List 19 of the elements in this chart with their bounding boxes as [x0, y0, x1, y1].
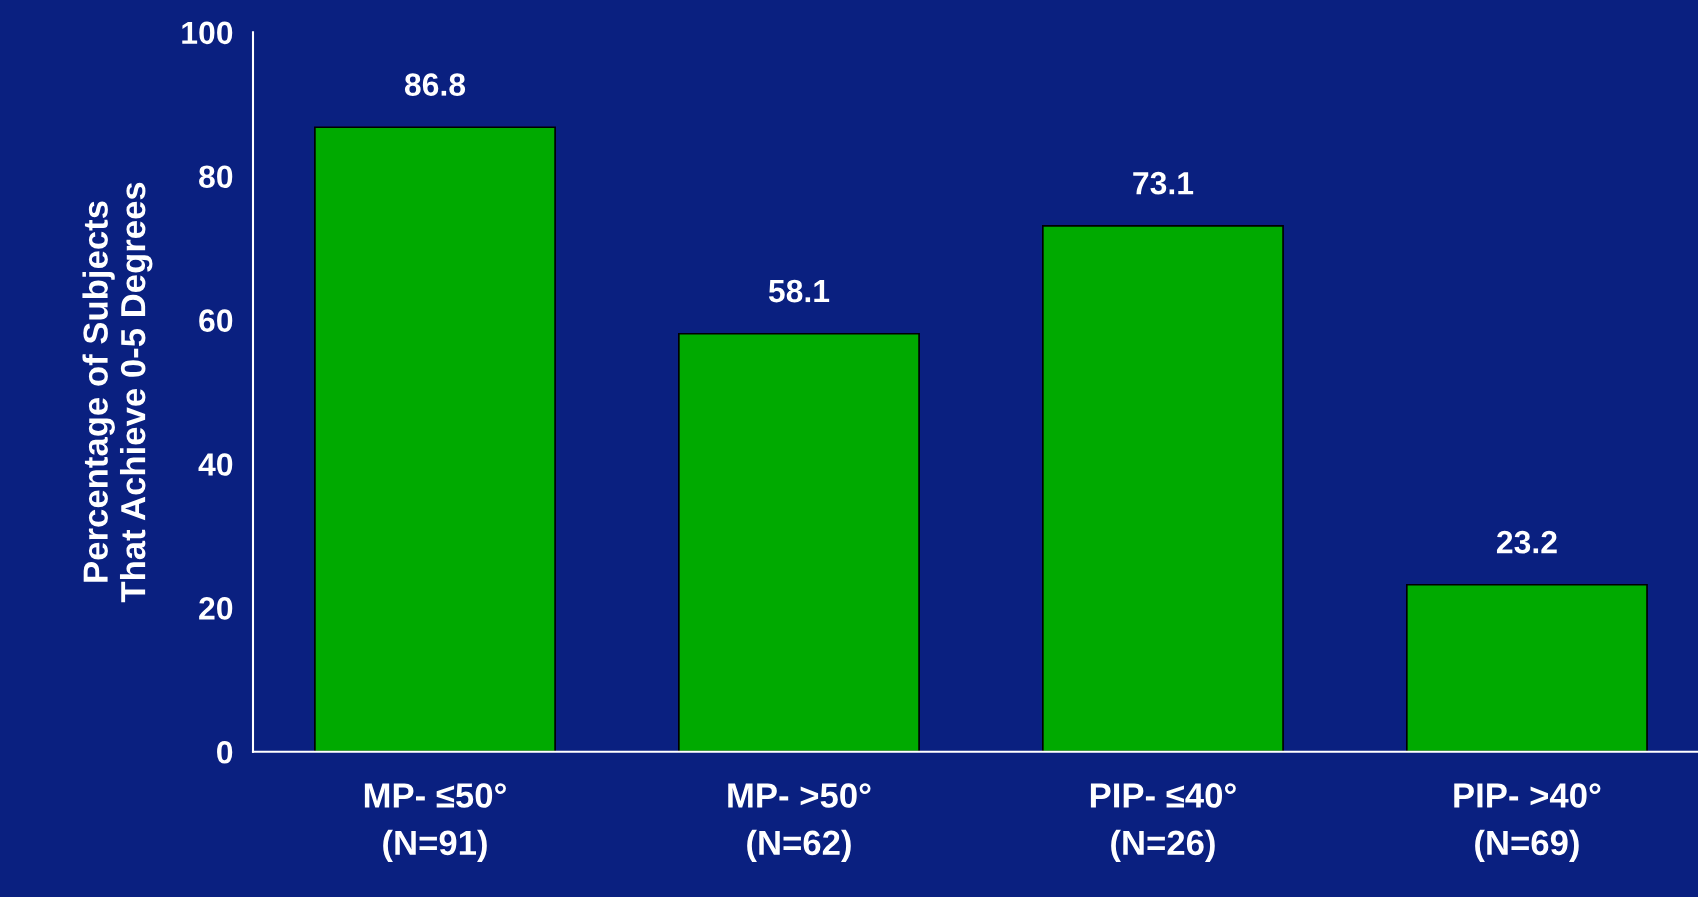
x-tick-label: MP- >50° (N=62) [728, 783, 871, 863]
y-tick-label: 80 [199, 165, 233, 189]
data-label: 86.8 [404, 73, 466, 96]
data-label: 73.1 [1133, 171, 1194, 195]
x-tick-label: MP- ≤50° (N=91) [364, 783, 506, 863]
bar [314, 126, 556, 752]
data-label: 23.2 [1496, 530, 1557, 554]
y-axis-title: Percentage of Subjects That Achieve 0-5 Degrees [82, 182, 153, 603]
x-tick-label: PIP- >40° (N=69) [1454, 783, 1601, 863]
y-tick-label: 40 [198, 453, 233, 476]
x-tick-label: PIP- ≤40° (N=26) [1090, 783, 1236, 863]
bar [1042, 224, 1284, 752]
bar [1405, 583, 1648, 752]
bar [678, 332, 920, 752]
y-tick-label: 60 [199, 309, 233, 332]
y-tick-label: 0 [217, 740, 233, 764]
y-tick-label: 100 [182, 21, 233, 45]
data-label: 58.1 [768, 279, 830, 303]
y-tick-label: 20 [199, 597, 233, 620]
